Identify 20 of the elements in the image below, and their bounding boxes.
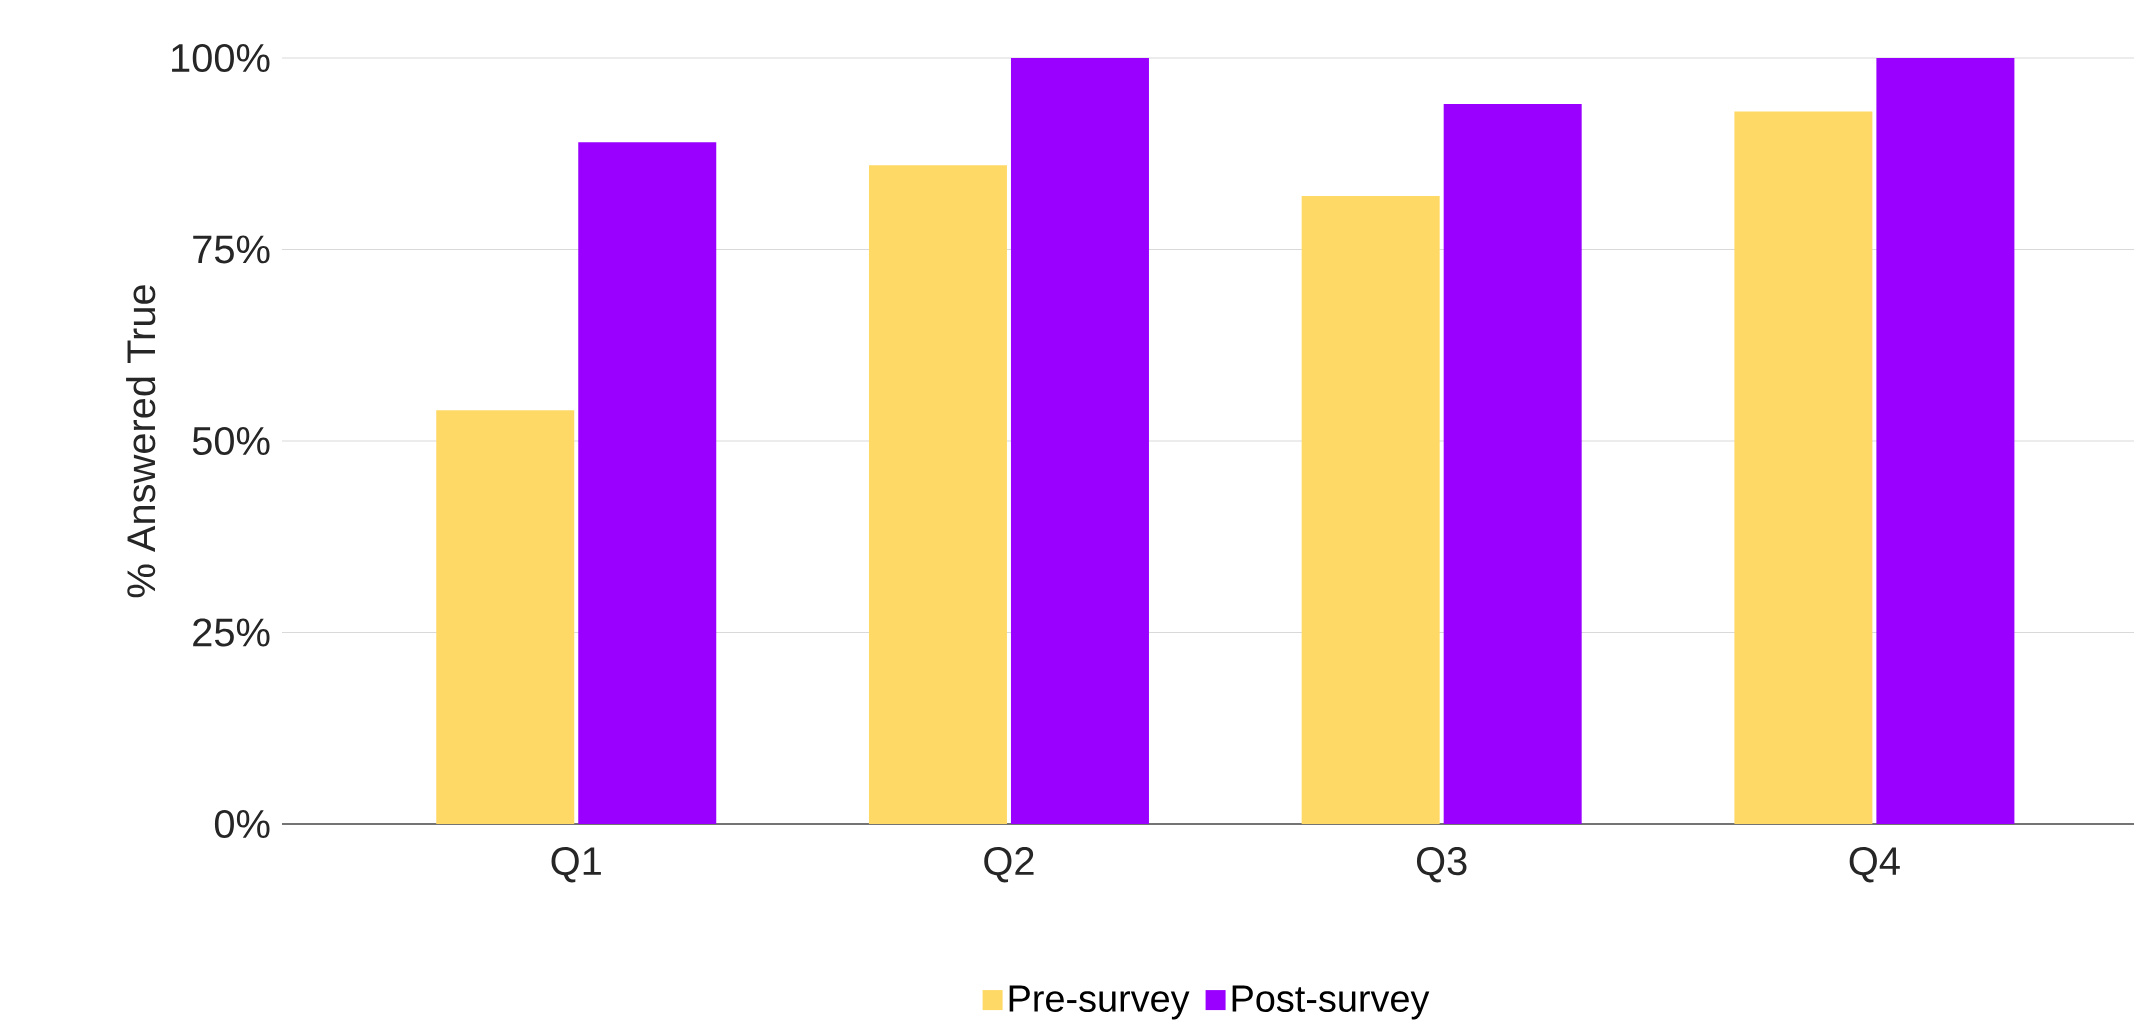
bar [578, 142, 717, 824]
x-tick-label: Q3 [1416, 847, 1467, 883]
y-tick-label: 50% [192, 426, 270, 456]
y-tick-label: 25% [193, 618, 270, 647]
x-tick-label: Q1 [551, 847, 601, 883]
legend-label: Pre-survey [1009, 985, 1190, 1020]
y-tick-label: 100% [172, 43, 270, 73]
y-tick-label: 75% [193, 235, 270, 264]
bar [1301, 195, 1440, 824]
x-tick-label: Q4 [1849, 847, 1900, 883]
bar [1010, 57, 1149, 824]
x-tick-label: Q2 [984, 847, 1034, 883]
y-axis-title: % Answered True [126, 285, 156, 598]
y-tick-label: 0% [214, 809, 270, 839]
bar [1443, 103, 1582, 824]
bar [436, 410, 575, 824]
bar [868, 165, 1007, 824]
legend-label: Post-survey [1232, 985, 1430, 1020]
bar [1734, 111, 1873, 824]
bar [1876, 57, 2015, 824]
